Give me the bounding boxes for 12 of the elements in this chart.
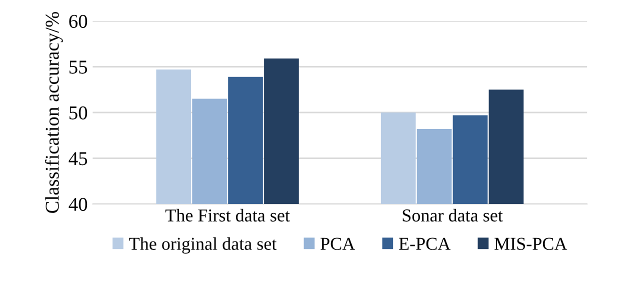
legend-label: E-PCA — [399, 238, 451, 250]
y-axis-title: Classification accuracy/% — [44, 12, 63, 213]
y-tick-label: 40 — [68, 198, 88, 211]
y-tick-label: 45 — [68, 152, 88, 166]
legend-label: PCA — [320, 238, 356, 250]
legend-label: The original data set — [129, 237, 277, 254]
x-tick-label: Sonar data set — [402, 208, 503, 222]
y-tick-label: 55 — [70, 60, 88, 74]
y-tick-label: 50 — [70, 106, 88, 120]
x-tick-label: The First data set — [165, 208, 290, 222]
y-tick-label: 60 — [69, 14, 88, 28]
legend-label: MIS-PCA — [494, 238, 568, 250]
